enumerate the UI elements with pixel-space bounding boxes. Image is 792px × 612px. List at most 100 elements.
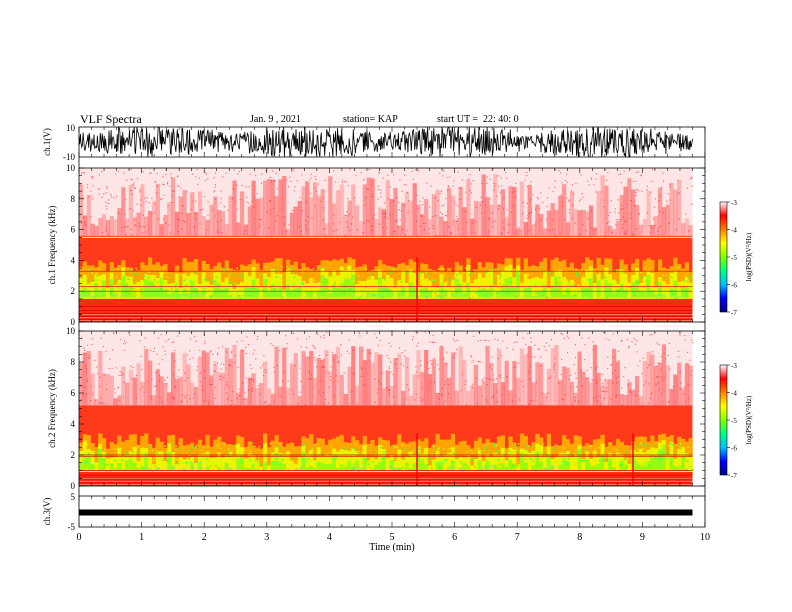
- speckle: [529, 378, 531, 380]
- speckle: [481, 212, 483, 214]
- speckle: [437, 235, 439, 237]
- speckle: [388, 389, 390, 391]
- orange-column: [385, 440, 390, 476]
- spectral-column: [589, 382, 594, 406]
- spectral-column: [562, 184, 567, 236]
- speckle: [454, 340, 456, 342]
- speckle: [348, 339, 350, 341]
- green-column: [389, 289, 394, 298]
- spectral-column: [270, 179, 275, 236]
- spectral-column: [259, 197, 264, 236]
- green-column: [293, 288, 298, 298]
- speckle: [419, 451, 422, 453]
- green-column: [197, 460, 203, 471]
- speckle: [151, 277, 153, 279]
- green-column: [263, 461, 268, 471]
- speckle: [424, 331, 426, 333]
- speckle: [192, 357, 194, 359]
- speckle: [364, 197, 367, 199]
- speckle: [214, 370, 216, 372]
- green-column: [401, 286, 406, 298]
- speckle: [657, 230, 659, 232]
- spectral-column: [98, 218, 103, 236]
- y-axis-label: ch.2 Frequency (kHz): [47, 369, 57, 448]
- speckle: [395, 219, 397, 221]
- spectral-column: [466, 390, 471, 406]
- speckle: [158, 380, 160, 382]
- speckle: [593, 397, 595, 399]
- speckle: [517, 443, 520, 445]
- speckle: [232, 390, 234, 393]
- speckle: [248, 282, 250, 285]
- speckle: [220, 375, 222, 377]
- speckle: [389, 214, 391, 216]
- speckle: [251, 200, 253, 202]
- speckle: [649, 363, 652, 365]
- speckle: [193, 281, 195, 283]
- speckle: [448, 468, 450, 471]
- speckle: [620, 292, 622, 295]
- speckle: [457, 205, 459, 207]
- speckle: [399, 219, 401, 221]
- speckle: [364, 383, 366, 386]
- green-column: [90, 296, 95, 298]
- speckle: [498, 463, 501, 465]
- spectral-column: [232, 345, 237, 406]
- speckle: [517, 231, 519, 233]
- speckle: [106, 185, 108, 188]
- speckle: [245, 278, 248, 280]
- spectral-column: [378, 354, 383, 406]
- speckle: [455, 215, 458, 217]
- speckle: [452, 185, 454, 187]
- speckle: [603, 205, 605, 208]
- speckle: [440, 283, 442, 285]
- speckle: [691, 277, 693, 279]
- spectral-column: [102, 373, 107, 406]
- speckle: [166, 451, 168, 453]
- speckle: [380, 192, 382, 194]
- speckle: [316, 366, 318, 368]
- x-ticks-ch3-waveform: [78, 496, 706, 527]
- spectral-column: [197, 356, 203, 406]
- speckle: [419, 225, 421, 227]
- speckle: [500, 377, 502, 379]
- speckle: [421, 215, 423, 217]
- speckle: [540, 280, 542, 282]
- speckle: [580, 368, 582, 371]
- speckle: [691, 203, 693, 205]
- speckle: [158, 467, 160, 470]
- speckle: [333, 359, 335, 361]
- speckle: [574, 222, 576, 224]
- spectral-column: [362, 360, 367, 406]
- spectral-column: [194, 387, 199, 406]
- orange-column: [178, 272, 183, 302]
- yellow-column: [493, 452, 498, 472]
- speckle: [118, 170, 120, 172]
- green-column: [332, 455, 337, 471]
- speckle: [204, 233, 206, 235]
- yellow-column: [401, 270, 406, 299]
- speckle: [423, 222, 425, 224]
- speckle: [142, 447, 144, 449]
- speckle: [228, 448, 230, 451]
- speckle: [323, 281, 325, 284]
- speckle: [381, 445, 383, 448]
- spectral-column: [209, 375, 214, 406]
- speckle: [604, 379, 606, 381]
- speckle: [94, 402, 96, 404]
- speckle: [251, 390, 253, 392]
- speckle: [374, 333, 376, 335]
- speckle: [107, 463, 109, 466]
- speckle: [438, 465, 440, 468]
- speckle: [394, 363, 396, 365]
- speckle: [290, 460, 292, 462]
- speckle: [627, 458, 629, 460]
- speckle: [641, 190, 643, 192]
- speckle: [590, 177, 593, 179]
- speckle: [96, 366, 98, 368]
- speckle: [235, 445, 237, 448]
- speckle: [690, 374, 692, 376]
- speckle: [114, 460, 116, 462]
- orange-column: [427, 447, 433, 476]
- speckle: [150, 396, 152, 398]
